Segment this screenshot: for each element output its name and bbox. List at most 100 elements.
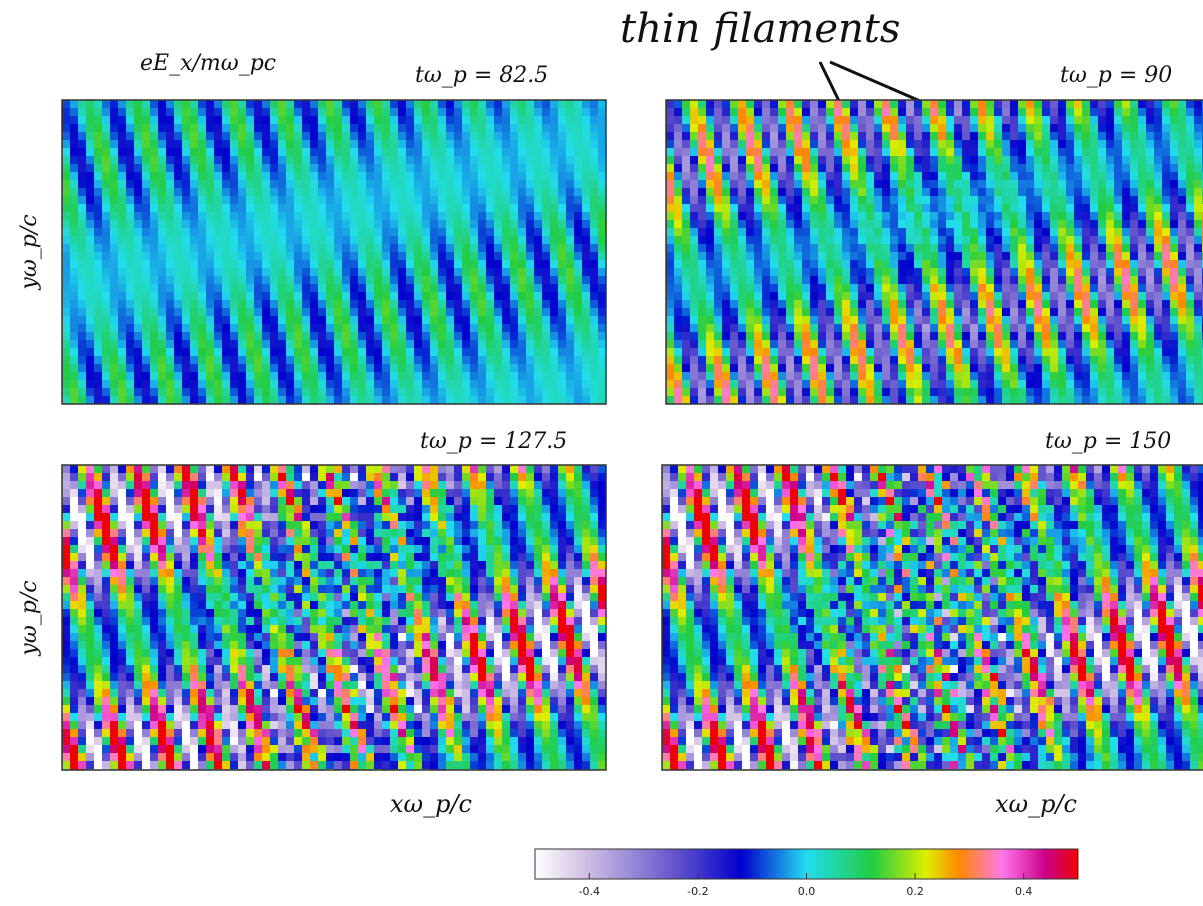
heatmap-cell (1042, 228, 1051, 237)
heatmap-cell (1130, 100, 1139, 109)
heatmap-cell (310, 252, 319, 261)
heatmap-cell (754, 364, 763, 373)
heatmap-cell (462, 156, 471, 165)
heatmap-cell (374, 340, 383, 349)
heatmap-cell (906, 228, 915, 237)
heatmap-cell (126, 308, 135, 317)
heatmap-cell (842, 380, 851, 389)
heatmap-cell (286, 140, 295, 149)
heatmap-cell (674, 276, 683, 285)
heatmap-cell (746, 148, 755, 157)
heatmap-cell (698, 100, 707, 109)
heatmap-cell (510, 148, 519, 157)
heatmap-cell (486, 364, 495, 373)
heatmap-cell (398, 348, 407, 357)
heatmap-cell (898, 180, 907, 189)
heatmap-cell (1130, 340, 1139, 349)
heatmap-cell (190, 308, 199, 317)
heatmap-cell (922, 124, 931, 133)
heatmap-cell (62, 292, 71, 301)
heatmap-cell (526, 156, 535, 165)
heatmap-cell (470, 340, 479, 349)
heatmap-cell (590, 188, 599, 197)
heatmap-cell (666, 164, 675, 173)
heatmap-cell (230, 252, 239, 261)
heatmap-cell (1138, 108, 1147, 117)
heatmap-cell (1034, 124, 1043, 133)
heatmap-cell (334, 180, 343, 189)
heatmap-cell (874, 172, 883, 181)
heatmap-cell (374, 332, 383, 341)
heatmap-cell (382, 380, 391, 389)
heatmap-cell (342, 196, 351, 205)
heatmap-cell (786, 228, 795, 237)
heatmap-cell (730, 228, 739, 237)
heatmap-cell (398, 140, 407, 149)
heatmap-cell (574, 196, 583, 205)
heatmap-cell (126, 108, 135, 117)
heatmap-cell (898, 148, 907, 157)
heatmap-cell (906, 164, 915, 173)
heatmap-cell (230, 132, 239, 141)
heatmap-cell (810, 380, 819, 389)
heatmap-cell (1138, 156, 1147, 165)
heatmap-cell (730, 268, 739, 277)
heatmap-cell (946, 196, 955, 205)
heatmap-cell (666, 100, 675, 109)
heatmap-cell (874, 372, 883, 381)
heatmap-cell (222, 124, 231, 133)
heatmap-cell (1058, 156, 1067, 165)
heatmap-cell (770, 284, 779, 293)
heatmap-cell (334, 292, 343, 301)
heatmap-cell (882, 244, 891, 253)
heatmap-cell (78, 108, 87, 117)
heatmap-cell (834, 172, 843, 181)
heatmap-cell (78, 124, 87, 133)
heatmap-cell (1058, 292, 1067, 301)
heatmap-cell (722, 204, 731, 213)
heatmap-cell (134, 332, 143, 341)
heatmap-cell (510, 388, 519, 397)
heatmap-cell (1114, 188, 1123, 197)
heatmap-cell (1162, 300, 1171, 309)
heatmap-cell (422, 388, 431, 397)
heatmap-cell (462, 308, 471, 317)
heatmap-cell (802, 252, 811, 261)
heatmap-cell (1002, 348, 1011, 357)
heatmap-cell (110, 228, 119, 237)
heatmap-cell (1194, 180, 1203, 189)
heatmap-cell (962, 268, 971, 277)
heatmap-cell (866, 156, 875, 165)
heatmap-cell (518, 204, 527, 213)
heatmap-cell (1074, 188, 1083, 197)
heatmap-cell (182, 204, 191, 213)
heatmap-cell (238, 340, 247, 349)
heatmap-cell (674, 364, 683, 373)
heatmap-cell (238, 220, 247, 229)
heatmap-cell (954, 116, 963, 125)
heatmap-cell (182, 180, 191, 189)
heatmap-cell (310, 356, 319, 365)
heatmap-cell (510, 268, 519, 277)
heatmap-cell (1058, 244, 1067, 253)
heatmap-cell (246, 236, 255, 245)
heatmap-cell (350, 196, 359, 205)
heatmap-cell (1098, 140, 1107, 149)
heatmap-cell (826, 124, 835, 133)
heatmap-cell (430, 300, 439, 309)
heatmap-cell (326, 268, 335, 277)
heatmap-cell (938, 220, 947, 229)
heatmap-cell (526, 284, 535, 293)
heatmap-cell (842, 356, 851, 365)
heatmap-cell (1170, 108, 1179, 117)
heatmap-cell (786, 324, 795, 333)
heatmap-cell (406, 252, 415, 261)
heatmap-cell (222, 324, 231, 333)
heatmap-cell (534, 388, 543, 397)
heatmap-cell (1194, 156, 1203, 165)
heatmap-cell (126, 100, 135, 109)
heatmap-cell (102, 116, 111, 125)
heatmap-cell (858, 148, 867, 157)
heatmap-cell (254, 308, 263, 317)
heatmap-cell (214, 340, 223, 349)
